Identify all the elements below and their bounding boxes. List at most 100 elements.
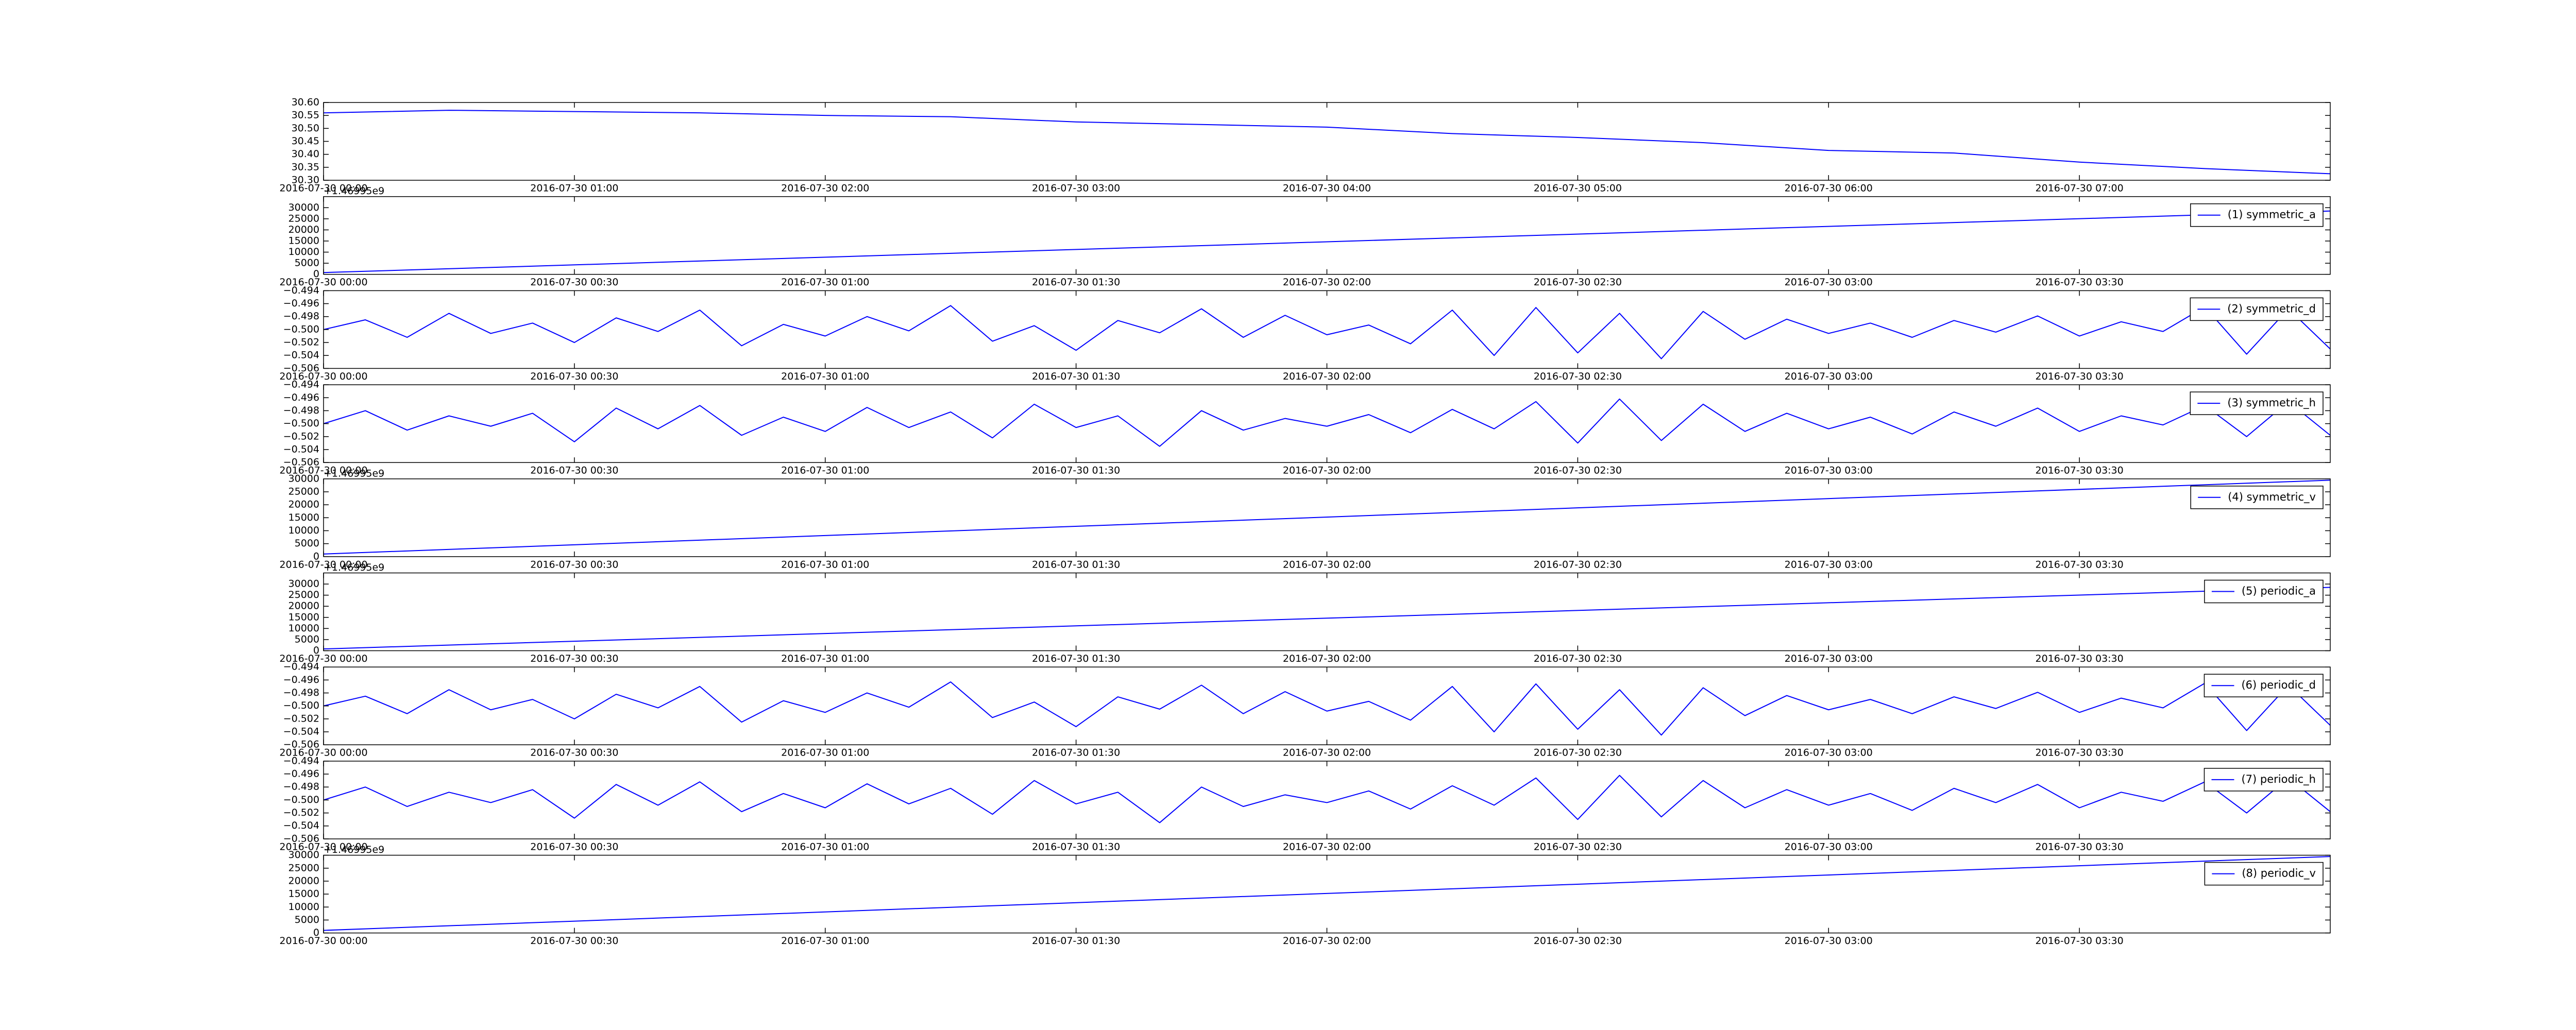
- legend-label: (5) periodic_a: [2242, 585, 2316, 598]
- x-tick-label: 2016-07-30 00:30: [530, 653, 618, 664]
- axis-offset-label: +1.46995e9: [324, 185, 384, 197]
- legend: (7) periodic_h: [2204, 768, 2324, 792]
- y-tick-label: −0.506: [283, 833, 319, 844]
- plot-area: [324, 775, 2330, 823]
- axes-frame: [323, 761, 2331, 839]
- x-tick-label: 2016-07-30 01:30: [1032, 653, 1120, 664]
- x-tick-label: 2016-07-30 02:00: [1283, 935, 1371, 947]
- axes-frame: [323, 196, 2331, 275]
- axes-frame: [323, 666, 2331, 745]
- y-tick-label: −0.500: [283, 794, 319, 805]
- x-tick-label: 2016-07-30 02:00: [1283, 371, 1371, 382]
- data-line: [324, 587, 2330, 650]
- y-tick-label: 10000: [289, 623, 319, 634]
- x-tick-label: 2016-07-30 00:00: [279, 935, 367, 947]
- x-tick-label: 2016-07-30 03:00: [1785, 371, 1873, 382]
- y-tick-label: −0.498: [283, 311, 319, 322]
- y-tick-label: 30.35: [292, 161, 319, 173]
- y-tick-label: −0.496: [283, 768, 319, 780]
- y-tick-label: 30.50: [292, 123, 319, 134]
- y-tick-label: 30.60: [292, 97, 319, 108]
- y-tick-label: −0.496: [283, 298, 319, 309]
- y-tick-label: −0.494: [283, 755, 319, 766]
- legend: (4) symmetric_v: [2190, 486, 2324, 509]
- y-tick-label: −0.500: [283, 418, 319, 429]
- y-tick-label: −0.494: [283, 661, 319, 673]
- y-tick-label: 5000: [295, 633, 319, 645]
- y-tick-label: −0.502: [283, 807, 319, 818]
- x-tick-label: 2016-07-30 01:00: [781, 653, 869, 664]
- y-tick-label: −0.504: [283, 350, 319, 361]
- plot-area: [324, 856, 2330, 931]
- y-tick-label: 20000: [289, 600, 319, 612]
- axis-offset-label: +1.46995e9: [324, 468, 384, 479]
- x-tick-label: 2016-07-30 03:00: [1032, 183, 1120, 194]
- x-tick-label: 2016-07-30 00:30: [530, 371, 618, 382]
- data-line: [324, 681, 2330, 736]
- plot-area: [324, 398, 2330, 447]
- x-tick-label: 2016-07-30 02:00: [1283, 747, 1371, 759]
- y-tick-label: −0.498: [283, 781, 319, 793]
- x-tick-label: 2016-07-30 02:00: [1283, 841, 1371, 852]
- x-tick-label: 2016-07-30 00:00: [279, 747, 367, 759]
- axes-frame: [323, 572, 2331, 651]
- y-tick-label: 25000: [289, 862, 319, 873]
- legend-label: (2) symmetric_d: [2227, 302, 2316, 315]
- y-tick-label: 30000: [289, 202, 319, 213]
- x-tick-label: 2016-07-30 03:30: [2036, 277, 2124, 288]
- x-tick-label: 2016-07-30 03:30: [2036, 653, 2124, 664]
- x-tick-label: 2016-07-30 05:00: [1534, 183, 1622, 194]
- x-tick-label: 2016-07-30 03:00: [1785, 747, 1873, 759]
- y-tick-label: −0.504: [283, 443, 319, 455]
- y-tick-label: 25000: [289, 213, 319, 224]
- x-tick-label: 2016-07-30 03:00: [1785, 841, 1873, 852]
- x-tick-label: 2016-07-30 01:00: [781, 277, 869, 288]
- axis-offset-label: +1.46995e9: [324, 562, 384, 573]
- legend-label: (8) periodic_v: [2242, 867, 2316, 880]
- x-tick-label: 2016-07-30 02:30: [1534, 465, 1622, 476]
- x-tick-label: 2016-07-30 01:30: [1032, 747, 1120, 759]
- x-tick-label: 2016-07-30 01:00: [781, 465, 869, 476]
- y-tick-label: 15000: [289, 235, 319, 246]
- x-tick-label: 2016-07-30 00:00: [279, 841, 367, 852]
- x-tick-label: 2016-07-30 03:30: [2036, 841, 2124, 852]
- data-line: [324, 856, 2330, 931]
- legend: (2) symmetric_d: [2190, 297, 2324, 321]
- x-tick-label: 2016-07-30 01:30: [1032, 935, 1120, 947]
- x-tick-label: 2016-07-30 00:30: [530, 747, 618, 759]
- x-tick-label: 2016-07-30 03:30: [2036, 935, 2124, 947]
- y-tick-label: 5000: [295, 538, 319, 549]
- y-tick-label: 20000: [289, 875, 319, 886]
- x-tick-label: 2016-07-30 02:30: [1534, 277, 1622, 288]
- y-tick-label: −0.496: [283, 674, 319, 685]
- y-tick-label: −0.502: [283, 337, 319, 348]
- x-tick-label: 2016-07-30 02:30: [1534, 841, 1622, 852]
- y-tick-label: −0.498: [283, 687, 319, 698]
- legend-label: (6) periodic_d: [2241, 679, 2316, 692]
- x-tick-label: 2016-07-30 01:30: [1032, 371, 1120, 382]
- data-line: [324, 110, 2330, 175]
- y-tick-label: −0.502: [283, 713, 319, 724]
- y-tick-label: 25000: [289, 589, 319, 600]
- x-tick-label: 2016-07-30 02:00: [781, 183, 869, 194]
- x-tick-label: 2016-07-30 07:00: [2036, 183, 2124, 194]
- x-tick-label: 2016-07-30 02:30: [1534, 559, 1622, 570]
- x-tick-label: 2016-07-30 02:00: [1283, 559, 1371, 570]
- x-tick-label: 2016-07-30 03:00: [1785, 559, 1873, 570]
- x-tick-label: 2016-07-30 02:00: [1283, 653, 1371, 664]
- y-tick-label: 0: [313, 645, 319, 656]
- y-tick-label: −0.504: [283, 820, 319, 831]
- x-tick-label: 2016-07-30 02:00: [1283, 465, 1371, 476]
- x-tick-label: 2016-07-30 01:30: [1032, 465, 1120, 476]
- y-tick-label: −0.502: [283, 431, 319, 442]
- x-tick-label: 2016-07-30 01:00: [781, 747, 869, 759]
- x-tick-label: 2016-07-30 00:30: [530, 935, 618, 947]
- y-tick-label: 30000: [289, 849, 319, 861]
- x-tick-label: 2016-07-30 04:00: [1283, 183, 1371, 194]
- y-tick-label: 30000: [289, 473, 319, 484]
- legend-label: (3) symmetric_h: [2227, 397, 2316, 409]
- x-tick-label: 2016-07-30 00:30: [530, 277, 618, 288]
- x-tick-label: 2016-07-30 00:00: [279, 559, 367, 570]
